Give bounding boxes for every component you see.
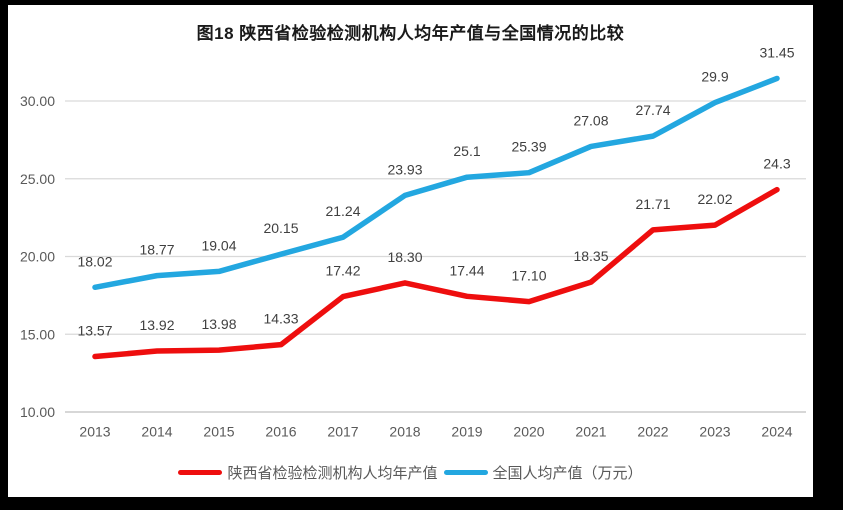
y-tick-label: 25.00: [20, 171, 55, 187]
data-label: 27.08: [573, 112, 608, 128]
x-tick-label: 2020: [513, 424, 544, 440]
data-label: 23.93: [387, 161, 422, 177]
data-label: 22.02: [697, 191, 732, 207]
data-label: 18.35: [573, 248, 608, 264]
legend-swatch-red-line: [178, 470, 223, 475]
data-label: 17.44: [449, 262, 484, 278]
data-label: 20.15: [263, 220, 298, 236]
legend-label-shaanxi: 陕西省检验检测机构人均年产值: [227, 465, 438, 482]
x-tick-label: 2019: [451, 424, 482, 440]
data-label: 21.71: [635, 196, 670, 212]
line-chart: 10.00 15.00 20.00 25.00 30.00 2013 2014 2015 201…: [20, 44, 806, 440]
chart-title: 图18 陕西省检验检测机构人均年产值与全国情况的比较: [196, 24, 625, 43]
data-label: 19.04: [201, 237, 236, 253]
legend-label-national: 全国人均产值（万元）: [492, 465, 643, 482]
x-tick-label: 2013: [79, 424, 110, 440]
data-label: 17.10: [511, 268, 546, 284]
data-label: 21.24: [325, 203, 360, 219]
data-label: 13.57: [77, 322, 112, 338]
chart-legend: 陕西省检验检测机构人均年产值 全国人均产值（万元）: [8, 462, 813, 483]
data-label: 18.02: [77, 253, 112, 269]
x-tick-label: 2023: [699, 424, 730, 440]
data-label: 27.74: [635, 102, 670, 118]
x-tick-label: 2014: [141, 424, 172, 440]
data-label: 13.98: [201, 316, 236, 332]
data-label: 25.39: [511, 139, 546, 155]
x-tick-label: 2015: [203, 424, 234, 440]
data-label: 17.42: [325, 263, 360, 279]
data-label: 18.30: [387, 249, 422, 265]
x-tick-label: 2016: [265, 424, 296, 440]
y-tick-label: 10.00: [20, 404, 55, 420]
data-label: 29.9: [701, 69, 728, 85]
legend-item-shaanxi: 陕西省检验检测机构人均年产值: [178, 462, 438, 483]
series-line-1: [92, 75, 780, 291]
data-label: 24.3: [763, 156, 790, 172]
data-label: 31.45: [759, 44, 794, 60]
y-tick-label: 20.00: [20, 249, 55, 265]
x-tick-label: 2024: [761, 424, 792, 440]
series-line-0: [92, 186, 780, 360]
x-tick-label: 2017: [327, 424, 358, 440]
x-tick-label: 2022: [637, 424, 668, 440]
data-label: 18.77: [139, 242, 174, 258]
data-label: 25.1: [453, 143, 480, 159]
data-label: 13.92: [139, 317, 174, 333]
y-tick-label: 30.00: [20, 93, 55, 109]
legend-swatch-blue-line: [443, 470, 488, 475]
chart-panel: 图18 陕西省检验检测机构人均年产值与全国情况的比较 10.00 15.00 20.…: [8, 5, 813, 497]
x-tick-label: 2021: [575, 424, 606, 440]
x-tick-label: 2018: [389, 424, 420, 440]
data-label: 14.33: [263, 311, 298, 327]
legend-item-national: 全国人均产值（万元）: [443, 462, 643, 483]
y-tick-label: 15.00: [20, 326, 55, 342]
